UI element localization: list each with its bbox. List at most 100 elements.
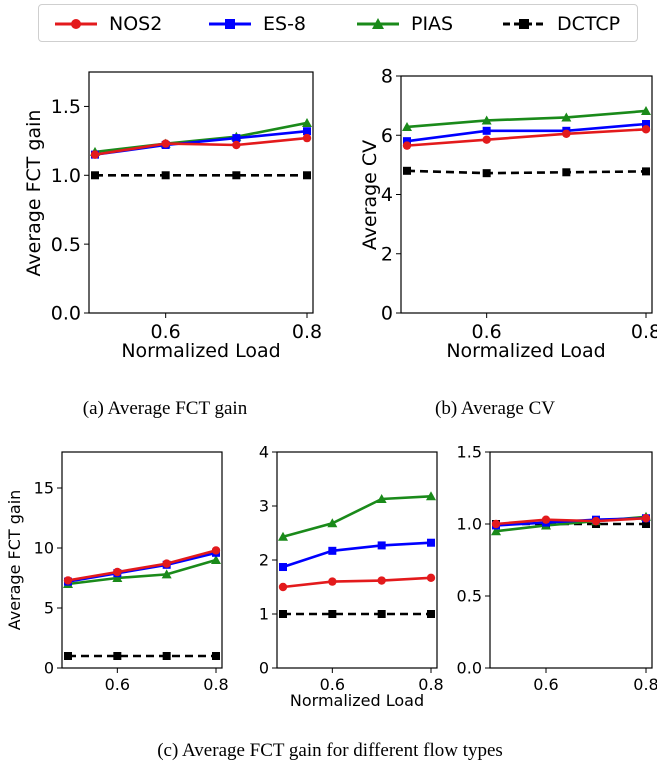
caption-b: (b) Average CV (435, 398, 555, 419)
x-tick-label: 0.6 (533, 675, 558, 694)
point-nos2 (302, 133, 312, 143)
series-line-nos2 (406, 128, 647, 147)
point-nos2 (641, 514, 651, 523)
plot-frame (88, 71, 314, 314)
point-nos2 (641, 125, 651, 134)
point-dctcp (403, 166, 411, 175)
series-line-pias (282, 494, 432, 539)
point-dctcp (377, 610, 386, 618)
series-line-nos2 (94, 136, 308, 156)
point-dctcp (482, 169, 491, 178)
y-tick-label: 2 (381, 243, 393, 265)
point-pias (481, 115, 492, 125)
legend-swatch-pias (357, 18, 399, 29)
legend-swatch-es8 (209, 19, 251, 29)
point-dctcp (303, 171, 311, 180)
point-es8 (232, 134, 241, 143)
y-tick-label: 0 (381, 303, 393, 325)
x-tick-label: 0.6 (320, 675, 345, 694)
point-pias (112, 573, 123, 582)
x-axis-label: Normalized Load (446, 340, 605, 362)
point-es8 (328, 546, 337, 555)
point-nos2 (113, 567, 122, 577)
y-tick-label: 0.0 (457, 659, 482, 678)
series-line-pias (94, 121, 308, 154)
point-nos2 (426, 573, 436, 583)
legend: NOS2 ES-8 PIAS DCTCP (38, 4, 638, 42)
point-pias (491, 526, 501, 536)
y-axis-label: Average FCT gain (5, 490, 24, 631)
point-pias (402, 121, 412, 131)
x-tick-label: 0.8 (633, 675, 657, 694)
point-dctcp (279, 610, 287, 618)
point-es8 (403, 137, 411, 146)
y-tick-label: 6 (381, 125, 393, 147)
y-tick-label: 15 (34, 479, 54, 498)
point-nos2 (278, 582, 288, 592)
point-nos2 (90, 150, 100, 159)
legend-item-nos2: NOS2 (53, 5, 162, 43)
y-tick-label: 1 (259, 605, 269, 624)
y-tick-label: 1.0 (457, 515, 482, 534)
y-axis-label: Average FCT gain (23, 110, 45, 277)
legend-item-dctcp: DCTCP (501, 5, 620, 43)
legend-item-es8: ES-8 (207, 5, 306, 43)
series-line-es8 (282, 541, 432, 569)
y-tick-label: 5 (44, 599, 54, 618)
x-tick-label: 0.6 (105, 675, 130, 694)
series-line-pias (67, 558, 217, 586)
y-tick-label: 0 (44, 659, 54, 678)
legend-label-es8: ES-8 (263, 13, 307, 35)
point-pias (561, 112, 572, 122)
caption-c: (c) Average FCT gain for different flow … (157, 740, 503, 761)
point-nos2 (482, 135, 491, 144)
point-nos2 (402, 141, 412, 150)
point-pias (302, 117, 312, 127)
y-tick-label: 1.5 (457, 443, 482, 462)
point-nos2 (211, 546, 221, 555)
y-tick-label: 0 (259, 659, 269, 678)
x-tick-label: 0.8 (418, 675, 443, 694)
point-pias (278, 531, 288, 541)
series-line-dctcp (406, 169, 647, 175)
x-tick-label: 0.8 (631, 321, 657, 343)
series-line-nos2 (282, 576, 432, 589)
point-dctcp (64, 652, 72, 660)
x-tick-label: 0.6 (472, 321, 502, 343)
y-axis-label: Average CV (359, 140, 381, 250)
point-dctcp (162, 652, 171, 660)
series-line-nos2 (67, 549, 217, 582)
point-dctcp (328, 610, 337, 618)
point-es8 (427, 538, 435, 547)
y-tick-label: 8 (381, 66, 393, 88)
point-nos2 (562, 129, 571, 138)
x-tick-label: 0.8 (203, 675, 228, 694)
point-es8 (279, 563, 287, 572)
y-tick-label: 10 (34, 539, 54, 558)
y-tick-label: 4 (259, 443, 269, 462)
point-nos2 (377, 576, 386, 585)
legend-item-pias: PIAS (355, 5, 453, 43)
y-tick-label: 2 (259, 551, 269, 570)
y-tick-label: 0.5 (51, 234, 81, 256)
series-line-es8 (406, 122, 647, 143)
point-dctcp (232, 171, 241, 180)
point-nos2 (491, 519, 501, 529)
point-pias (327, 518, 338, 528)
point-pias (641, 105, 651, 115)
point-nos2 (328, 577, 337, 586)
x-axis-label: Normalized Load (121, 340, 280, 362)
point-pias (211, 555, 221, 564)
caption-a: (a) Average FCT gain (82, 398, 248, 419)
plot-frame (61, 451, 223, 669)
point-dctcp (642, 167, 650, 176)
point-nos2 (541, 515, 551, 524)
point-pias (426, 491, 436, 501)
x-axis-label: Normalized Load (290, 691, 424, 710)
point-es8 (482, 126, 491, 135)
